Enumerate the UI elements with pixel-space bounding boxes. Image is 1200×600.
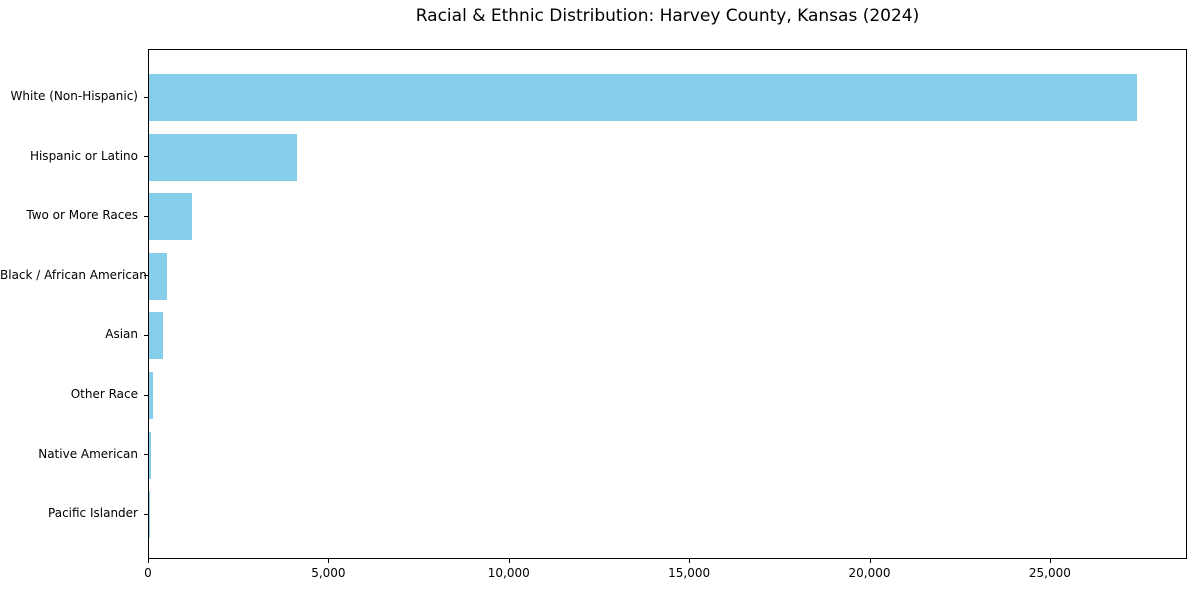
- x-tick-label: 15,000: [668, 566, 711, 580]
- plot-area: [148, 49, 1187, 559]
- y-axis-label: Asian: [105, 327, 138, 342]
- y-axis-label: Pacific Islander: [48, 506, 138, 521]
- chart-bar: [149, 252, 168, 300]
- y-tick-mark: [144, 394, 148, 396]
- x-tick-label: 5,000: [311, 566, 346, 580]
- chart-bar: [149, 74, 1138, 122]
- y-tick-mark: [144, 275, 148, 277]
- y-tick-mark: [144, 513, 148, 515]
- x-tick-mark: [1049, 559, 1051, 563]
- x-tick-mark: [508, 559, 510, 563]
- chart-title: Racial & Ethnic Distribution: Harvey Cou…: [415, 6, 920, 26]
- y-axis-label: Hispanic or Latino: [29, 148, 138, 163]
- x-tick-mark: [689, 559, 691, 563]
- x-tick-mark: [869, 559, 871, 563]
- chart-bar: [149, 372, 153, 420]
- y-axis-label: Two or More Races: [26, 208, 138, 223]
- x-tick-label: 20,000: [848, 566, 891, 580]
- y-axis-label: Black / African American: [0, 267, 147, 282]
- x-tick-label: 10,000: [487, 566, 530, 580]
- y-axis-label: White (Non-Hispanic): [10, 89, 138, 104]
- y-tick-mark: [144, 156, 148, 158]
- x-tick-mark: [328, 559, 330, 563]
- chart-bar: [149, 133, 297, 181]
- y-axis-label: Native American: [38, 446, 138, 461]
- y-tick-mark: [144, 215, 148, 217]
- chart-bar: [149, 193, 193, 241]
- chart-bar: [149, 312, 164, 360]
- y-tick-mark: [144, 454, 148, 456]
- x-tick-label: 25,000: [1028, 566, 1071, 580]
- x-tick-label: 0: [144, 566, 152, 580]
- x-tick-mark: [148, 559, 149, 563]
- chart-bar: [149, 431, 152, 479]
- y-axis-label: Other Race: [70, 387, 138, 402]
- y-tick-mark: [144, 334, 148, 336]
- y-tick-mark: [144, 96, 148, 98]
